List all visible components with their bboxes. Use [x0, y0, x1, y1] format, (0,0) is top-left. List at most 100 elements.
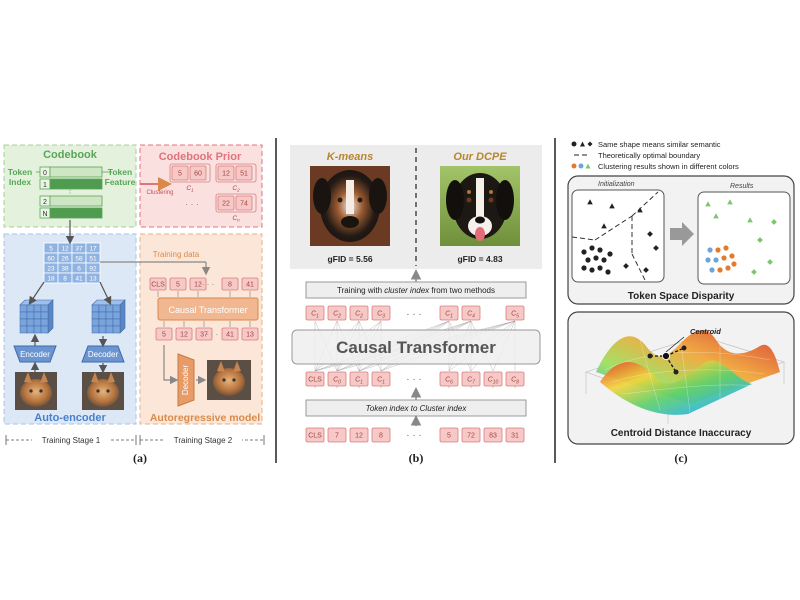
svg-text:13: 13: [89, 276, 97, 283]
grid-to-cube-left-arrow: [28, 281, 45, 305]
centroid-line-2: [665, 355, 677, 373]
surface-plot: Centroid: [585, 327, 785, 424]
ar-top-token: 5: [169, 277, 187, 291]
codebook-row: 1: [39, 178, 103, 190]
decoder-label: Decoder: [88, 350, 119, 359]
codebook-row: 0: [39, 166, 103, 178]
svg-text:22: 22: [222, 201, 230, 208]
bottom-token: 8: [371, 427, 391, 443]
stage2-label: Training Stage 2: [174, 436, 233, 445]
ar-top-token: CLS: [149, 277, 167, 291]
svg-text:C6: C6: [445, 377, 453, 386]
prior-cell: 12: [217, 165, 235, 181]
grid-to-cube-right-arrow: [99, 281, 112, 306]
top-token: C2: [349, 305, 369, 321]
training-box-label: Training with cluster index from two met…: [337, 286, 495, 295]
centroid-line-3: [665, 347, 685, 357]
svg-text:C2: C2: [333, 311, 341, 320]
mid-token: C0: [327, 371, 347, 387]
svg-text:1: 1: [43, 182, 47, 189]
svg-text:51: 51: [89, 256, 97, 263]
index-conversion-label: Token index to Cluster index: [366, 404, 468, 413]
svg-text:58: 58: [75, 256, 83, 263]
bottom-token: 72: [461, 427, 481, 443]
encoder-label: Encoder: [20, 350, 50, 359]
init-boundaries: [571, 191, 659, 281]
svg-text:6: 6: [77, 266, 81, 273]
stage1-label: Training Stage 1: [42, 436, 101, 445]
svg-text:17: 17: [89, 246, 97, 253]
svg-text:0: 0: [43, 170, 47, 177]
kmeans-dog-image: [310, 166, 390, 246]
ar-bottom-token: 41: [221, 327, 239, 341]
cat-image-reconstructed: [82, 372, 124, 410]
kmeans-gfid: gFID = 5.56: [327, 254, 372, 264]
grid-cell: 51: [85, 252, 101, 264]
svg-text:31: 31: [511, 433, 519, 440]
surface-mesh: [604, 334, 771, 413]
svg-text:7: 7: [335, 433, 339, 440]
centroid-label: Centroid: [690, 327, 721, 336]
svg-text:· · ·: · · ·: [202, 280, 214, 289]
ar-bottom-token: 13: [241, 327, 259, 341]
mid-token: C6: [439, 371, 459, 387]
svg-text:C8: C8: [511, 377, 519, 386]
svg-text:12: 12: [180, 332, 188, 339]
grid-cell: 18: [43, 272, 59, 284]
top-token: C5: [505, 305, 525, 321]
codebook-row: 2: [39, 195, 103, 207]
init-to-results-arrow: [670, 222, 694, 246]
svg-text:8: 8: [379, 433, 383, 440]
ar-bottom-token: 5: [155, 327, 173, 341]
svg-text:41: 41: [226, 332, 234, 339]
prior-cell: 5: [171, 165, 189, 181]
svg-text:C4: C4: [467, 311, 475, 320]
svg-text:92: 92: [89, 266, 97, 273]
results-points: [705, 199, 777, 275]
legend-clustering: Clustering results shown in different co…: [598, 162, 739, 171]
grid-cell: 41: [71, 272, 87, 284]
ar-top-token: 12: [189, 277, 207, 291]
ar-bottom-seq: 5 12 37 41 13 · · ·: [155, 327, 259, 341]
grid-cell: 37: [71, 242, 87, 254]
svg-text:5: 5: [49, 246, 53, 253]
ar-bottom-token: 12: [175, 327, 193, 341]
svg-text:74: 74: [240, 201, 248, 208]
panel-b: K-means Our DCPE gFID = 5.56 gFID = 4.83: [290, 145, 542, 465]
bottom-token: 31: [505, 427, 525, 443]
bottom-token-row: CLS 7 12 8 5 72 83 31: [305, 427, 525, 443]
svg-text:38: 38: [61, 266, 69, 273]
top-token: C1: [305, 305, 325, 321]
svg-text:83: 83: [489, 433, 497, 440]
svg-text:C1: C1: [377, 377, 385, 386]
svg-text:12: 12: [222, 171, 230, 178]
mid-token: C8: [505, 371, 525, 387]
prior-cell: 51: [235, 165, 253, 181]
feature-cube-left: [19, 299, 54, 334]
autoregressive-label: Autoregressive model: [150, 412, 260, 424]
grid-cell: 13: [85, 272, 101, 284]
grid-cell: 58: [71, 252, 87, 264]
svg-text:CLS: CLS: [151, 282, 165, 289]
svg-text:18: 18: [47, 276, 55, 283]
caption-b: (b): [409, 451, 424, 465]
kmeans-title: K-means: [327, 151, 373, 163]
init-points: [581, 199, 659, 275]
grid-cell: 92: [85, 262, 101, 274]
svg-text:12: 12: [194, 282, 202, 289]
svg-text:C2: C2: [232, 185, 240, 193]
dcpe-dog-image: [440, 166, 520, 246]
ar-top-token: 41: [241, 277, 259, 291]
clustering-label: Clustering: [146, 190, 173, 196]
svg-text:CLS: CLS: [308, 377, 322, 384]
panel-c: Same shape means similar semantic Theore…: [567, 140, 795, 465]
causal-transformer-small-block: [157, 297, 259, 321]
mid-token: C10: [483, 371, 503, 387]
top-token: C3: [371, 305, 391, 321]
top-token-ellipsis: · · ·: [406, 309, 422, 320]
svg-text:5: 5: [178, 171, 182, 178]
